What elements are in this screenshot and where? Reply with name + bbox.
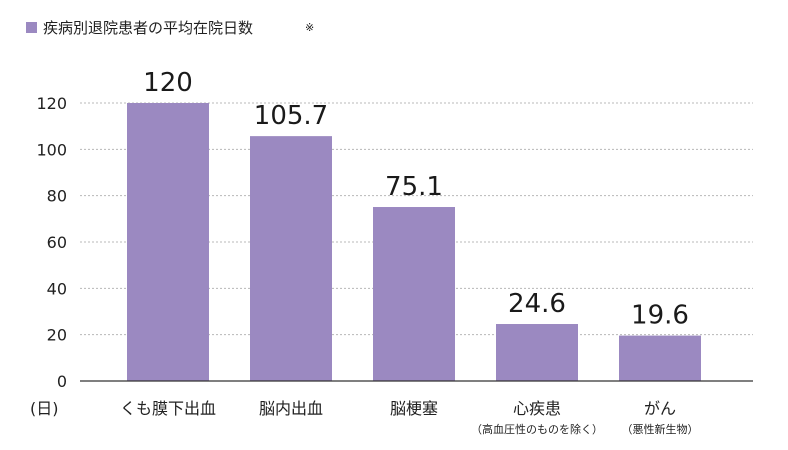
bar bbox=[619, 335, 701, 381]
data-label: 19.6 bbox=[631, 301, 689, 331]
y-tick-label: 80 bbox=[47, 187, 67, 206]
data-labels: 120 105.7 75.1 24.6 19.6 bbox=[143, 68, 689, 331]
legend-note-mark: ※ bbox=[305, 21, 314, 34]
x-tick-label: くも膜下出血 bbox=[120, 399, 216, 418]
y-axis-unit: (日) bbox=[30, 399, 59, 418]
bars bbox=[127, 103, 701, 381]
bar bbox=[373, 207, 455, 381]
x-tick-sublabel: （高血圧性のものを除く） bbox=[471, 422, 603, 436]
y-tick-label: 0 bbox=[57, 372, 67, 391]
y-tick-label: 120 bbox=[36, 94, 67, 113]
legend-swatch bbox=[26, 22, 37, 33]
data-label: 105.7 bbox=[254, 101, 328, 131]
bar bbox=[496, 324, 578, 381]
legend-label: 疾病別退院患者の平均在院日数 bbox=[43, 19, 253, 37]
data-label: 24.6 bbox=[508, 289, 566, 319]
x-tick-sublabel: （悪性新生物） bbox=[622, 422, 699, 436]
bar bbox=[250, 136, 332, 381]
x-tick-label: 心疾患 bbox=[513, 399, 561, 418]
x-tick-labels: くも膜下出血 脳内出血 脳梗塞 心疾患 （高血圧性のものを除く） がん （悪性新生物） bbox=[120, 399, 699, 436]
bar bbox=[127, 103, 209, 381]
data-label: 75.1 bbox=[385, 172, 443, 202]
y-tick-label: 60 bbox=[47, 233, 67, 252]
x-tick-label: 脳梗塞 bbox=[390, 399, 438, 418]
y-tick-label: 40 bbox=[47, 279, 67, 298]
y-tick-label: 100 bbox=[36, 140, 67, 159]
x-tick-label: 脳内出血 bbox=[259, 399, 323, 418]
x-tick-label: がん bbox=[644, 399, 676, 418]
y-tick-label: 20 bbox=[47, 326, 67, 345]
y-tick-labels: 0 20 40 60 80 100 120 bbox=[36, 94, 67, 391]
legend: 疾病別退院患者の平均在院日数 ※ bbox=[26, 19, 314, 37]
data-label: 120 bbox=[143, 68, 193, 98]
